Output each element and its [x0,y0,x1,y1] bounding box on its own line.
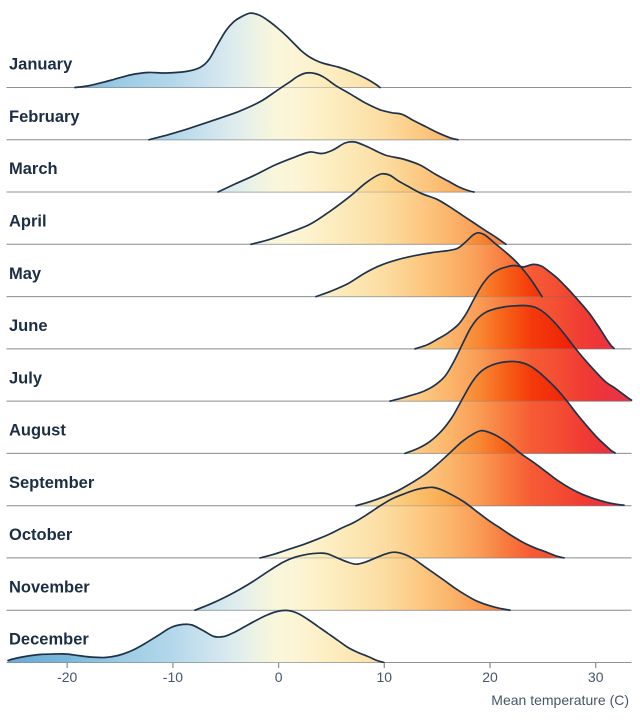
svg-text:Mean temperature (C): Mean temperature (C) [491,692,629,708]
svg-text:January: January [9,56,73,74]
svg-text:December: December [9,631,89,649]
svg-text:30: 30 [588,669,604,685]
svg-text:November: November [9,578,90,596]
svg-text:July: July [9,369,43,387]
svg-text:20: 20 [482,669,498,685]
svg-text:August: August [9,422,66,440]
svg-text:May: May [9,265,42,283]
svg-text:10: 10 [377,669,393,685]
svg-text:March: March [9,160,58,178]
svg-text:April: April [9,213,47,231]
svg-text:June: June [9,317,48,335]
svg-text:February: February [9,108,80,126]
svg-text:September: September [9,474,95,492]
svg-text:0: 0 [275,669,283,685]
svg-text:-10: -10 [163,669,183,685]
svg-text:-20: -20 [57,669,77,685]
svg-text:October: October [9,526,73,544]
